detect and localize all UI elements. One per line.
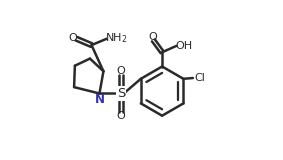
Text: O: O [148, 32, 157, 42]
Text: O: O [117, 66, 125, 76]
Text: S: S [117, 87, 125, 100]
Text: O: O [117, 111, 125, 121]
Text: N: N [95, 93, 105, 106]
Text: NH$_2$: NH$_2$ [105, 31, 127, 45]
Text: OH: OH [175, 41, 192, 51]
Text: Cl: Cl [194, 73, 205, 83]
Text: O: O [68, 33, 77, 43]
